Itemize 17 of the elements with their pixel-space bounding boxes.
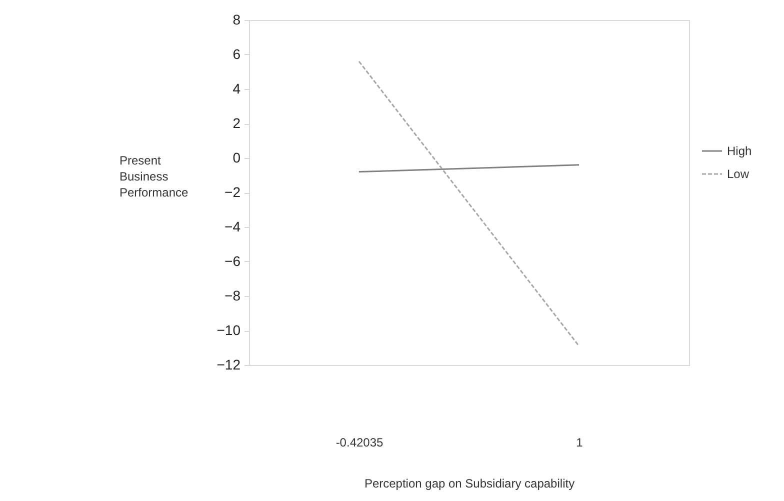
y-tick-label: 0	[232, 150, 241, 166]
y-tick-label: 6	[232, 46, 241, 62]
x-tick-label: 1	[576, 436, 584, 450]
x-axis-title: Perception gap on Subsidiary capability	[364, 476, 575, 490]
legend-label: High	[727, 144, 752, 158]
y-tick-label: 2	[232, 115, 241, 131]
x-tick-label: -0.42035	[336, 436, 384, 450]
y-tick-label: 4	[232, 80, 241, 96]
legend-label: Low	[727, 167, 750, 181]
y-tick-label: −2	[224, 184, 241, 200]
y-tick-label: −4	[224, 218, 241, 234]
y-axis-title: Present Business Performance	[120, 154, 189, 200]
y-tick-label: −12	[216, 356, 241, 372]
y-tick-label: −8	[224, 288, 241, 304]
y-tick-label: −10	[216, 322, 241, 338]
y-tick-label: 8	[232, 12, 241, 28]
y-tick-label: −6	[224, 253, 241, 269]
